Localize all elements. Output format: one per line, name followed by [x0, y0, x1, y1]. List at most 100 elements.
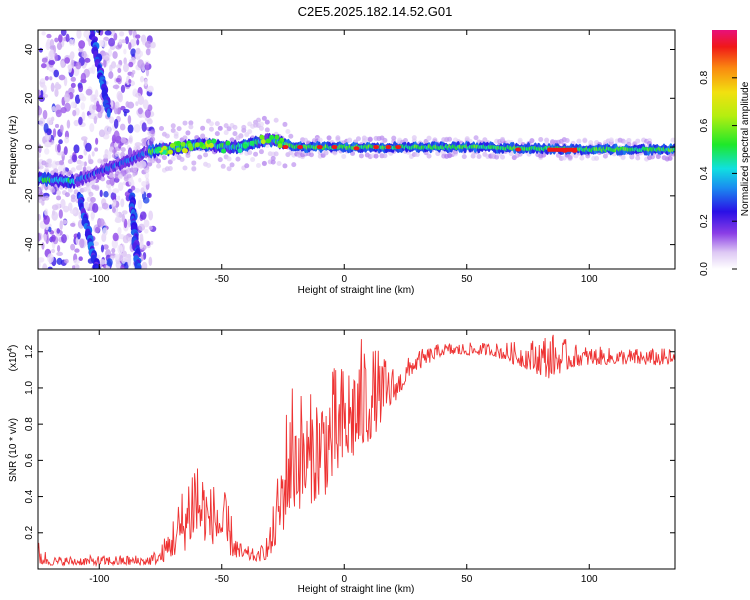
- heatmap-cell: [161, 155, 167, 161]
- heatmap-cell: [203, 152, 209, 158]
- heatmap-cell: [608, 137, 614, 143]
- heatmap-cell: [182, 165, 188, 171]
- heatmap-cell: [56, 228, 60, 234]
- heatmap-cell: [120, 198, 125, 208]
- heatmap-cell: [191, 160, 197, 166]
- heatmap-cell: [115, 216, 121, 223]
- colorbar: 0.0 0.2 0.4 0.6 0.8 Normalized spectral ampl…: [699, 30, 750, 276]
- heatmap-cell: [119, 123, 126, 131]
- heatmap-cell: [69, 52, 74, 61]
- heatmap-cell: [211, 138, 217, 144]
- heatmap-cell: [70, 101, 76, 109]
- heatmap-cell: [47, 253, 54, 264]
- heatmap-cell: [128, 30, 133, 36]
- heatmap-cell: [547, 147, 577, 152]
- heatmap-cell: [137, 95, 145, 106]
- heatmap-cell: [137, 107, 143, 115]
- x-tick-label: -50: [215, 274, 230, 285]
- heatmap-cell: [335, 135, 341, 141]
- heatmap-cell: [226, 156, 232, 162]
- heatmap-cell: [64, 192, 70, 198]
- x-tick-label: 100: [581, 574, 598, 585]
- heatmap-cell: [111, 238, 118, 249]
- heatmap-cell: [670, 137, 675, 143]
- snr-x-axis-label: Height of straight line (km): [298, 584, 415, 595]
- x-tick-label: 0: [341, 274, 347, 285]
- heatmap-cell: [70, 243, 76, 251]
- heatmap-cell: [208, 142, 214, 148]
- heatmap-cell: [119, 31, 125, 37]
- heatmap-cell: [229, 162, 235, 168]
- heatmap-cell: [85, 88, 93, 96]
- heatmap-cell: [102, 227, 108, 237]
- heatmap-cell: [259, 134, 265, 140]
- heatmap-cell: [51, 248, 56, 254]
- heatmap-cell: [130, 48, 137, 57]
- heatmap-cell: [141, 180, 147, 187]
- heatmap-cell: [331, 145, 338, 150]
- heatmap-cell: [144, 40, 152, 49]
- heatmap-cell: [80, 72, 87, 83]
- heatmap-cell: [297, 145, 304, 150]
- heatmap-cell: [51, 106, 56, 112]
- y-tick-label: 0.8: [24, 417, 35, 431]
- heatmap-cell: [108, 71, 114, 79]
- y-tick-label: 0.6: [24, 453, 35, 467]
- heatmap-cell: [74, 248, 80, 253]
- snr-y-ticks: 0.2 0.4 0.6 0.8 1.0 1.2: [24, 344, 675, 540]
- heatmap-cell: [288, 133, 294, 139]
- heatmap-cell: [134, 92, 142, 98]
- heatmap-cell: [118, 182, 124, 191]
- heatmap-cell: [102, 244, 109, 250]
- heatmap-cell: [667, 155, 673, 161]
- heatmap-cell: [109, 172, 114, 178]
- heatmap-cell: [223, 123, 229, 129]
- heatmap-cell: [118, 39, 123, 45]
- heatmap-cell: [176, 126, 182, 132]
- heatmap-cell: [198, 141, 204, 147]
- heatmap-cell: [113, 130, 120, 141]
- heatmap-cell: [132, 170, 138, 176]
- heatmap-cell: [117, 67, 122, 74]
- heatmap-cell: [83, 161, 87, 167]
- heatmap-cell: [141, 138, 147, 144]
- heatmap-cell: [113, 32, 118, 41]
- heatmap-cell: [122, 63, 129, 73]
- heatmap-cell: [134, 265, 142, 269]
- colorbar-tick-label: 0.0: [699, 262, 710, 276]
- heatmap-cell: [217, 157, 223, 163]
- heatmap-cell: [473, 135, 479, 141]
- heatmap-cell: [249, 140, 255, 146]
- heatmap-cell: [41, 31, 46, 36]
- heatmap-cell: [123, 111, 127, 117]
- snr-panel: -100 -50 0 50 100 0.2 0.4 0.6 0.8 1.0 1.2 Height …: [7, 329, 676, 595]
- heatmap-cell: [59, 220, 63, 231]
- heatmap-cell: [67, 159, 73, 165]
- heatmap-cell: [57, 143, 61, 153]
- heatmap-cell: [38, 152, 41, 158]
- heatmap-cell: [94, 226, 100, 234]
- heatmap-cell: [147, 161, 153, 167]
- heatmap-cell: [276, 160, 282, 166]
- heatmap-cell: [69, 38, 73, 46]
- heatmap-cell: [470, 153, 476, 159]
- heatmap-cell: [38, 257, 45, 263]
- heatmap-cell: [79, 238, 85, 249]
- heatmap-cell: [529, 138, 535, 144]
- heatmap-cell: [147, 85, 154, 93]
- heatmap-cell: [99, 259, 107, 265]
- heatmap-cell: [544, 137, 550, 143]
- heatmap-cell: [135, 101, 139, 106]
- heatmap-cell: [182, 148, 188, 154]
- heatmap-cell: [242, 143, 248, 149]
- heatmap-cell: [43, 122, 49, 133]
- heatmap-cell: [214, 121, 220, 127]
- heatmap-cell: [274, 134, 280, 140]
- heatmap-cell: [582, 138, 588, 144]
- spectrogram-y-ticks: -40 -20 0 20 40: [24, 44, 675, 252]
- snr-x-ticks: -100 -50 0 50 100: [89, 330, 598, 585]
- heatmap-cell: [83, 201, 90, 211]
- heatmap-cell: [81, 136, 88, 141]
- heatmap-cell: [226, 166, 232, 172]
- heatmap-cell: [39, 117, 45, 127]
